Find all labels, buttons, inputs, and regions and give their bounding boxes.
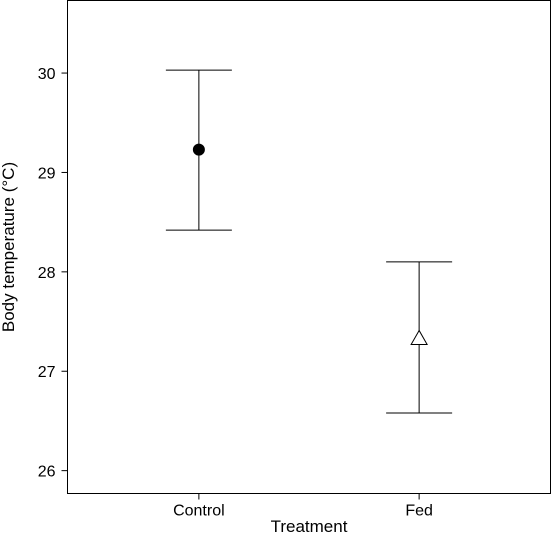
data-point-marker <box>410 329 428 345</box>
y-tick-label: 29 <box>38 165 56 182</box>
y-tick-label: 27 <box>38 364 56 381</box>
x-tick-label: Control <box>173 503 225 520</box>
y-axis-title: Body temperature (°C) <box>0 162 18 332</box>
x-axis-title: Treatment <box>271 517 348 536</box>
data-point-marker <box>192 143 205 156</box>
data-marks <box>165 69 453 414</box>
x-tick-label: Fed <box>405 503 433 520</box>
plot-frame <box>67 0 551 494</box>
y-axis-ticks: 26 27 28 29 30 <box>38 66 68 481</box>
y-tick-label: 26 <box>38 464 56 481</box>
x-axis-ticks: Control Fed <box>173 493 433 520</box>
y-tick-label: 28 <box>38 265 56 282</box>
y-tick-label: 30 <box>38 66 56 83</box>
